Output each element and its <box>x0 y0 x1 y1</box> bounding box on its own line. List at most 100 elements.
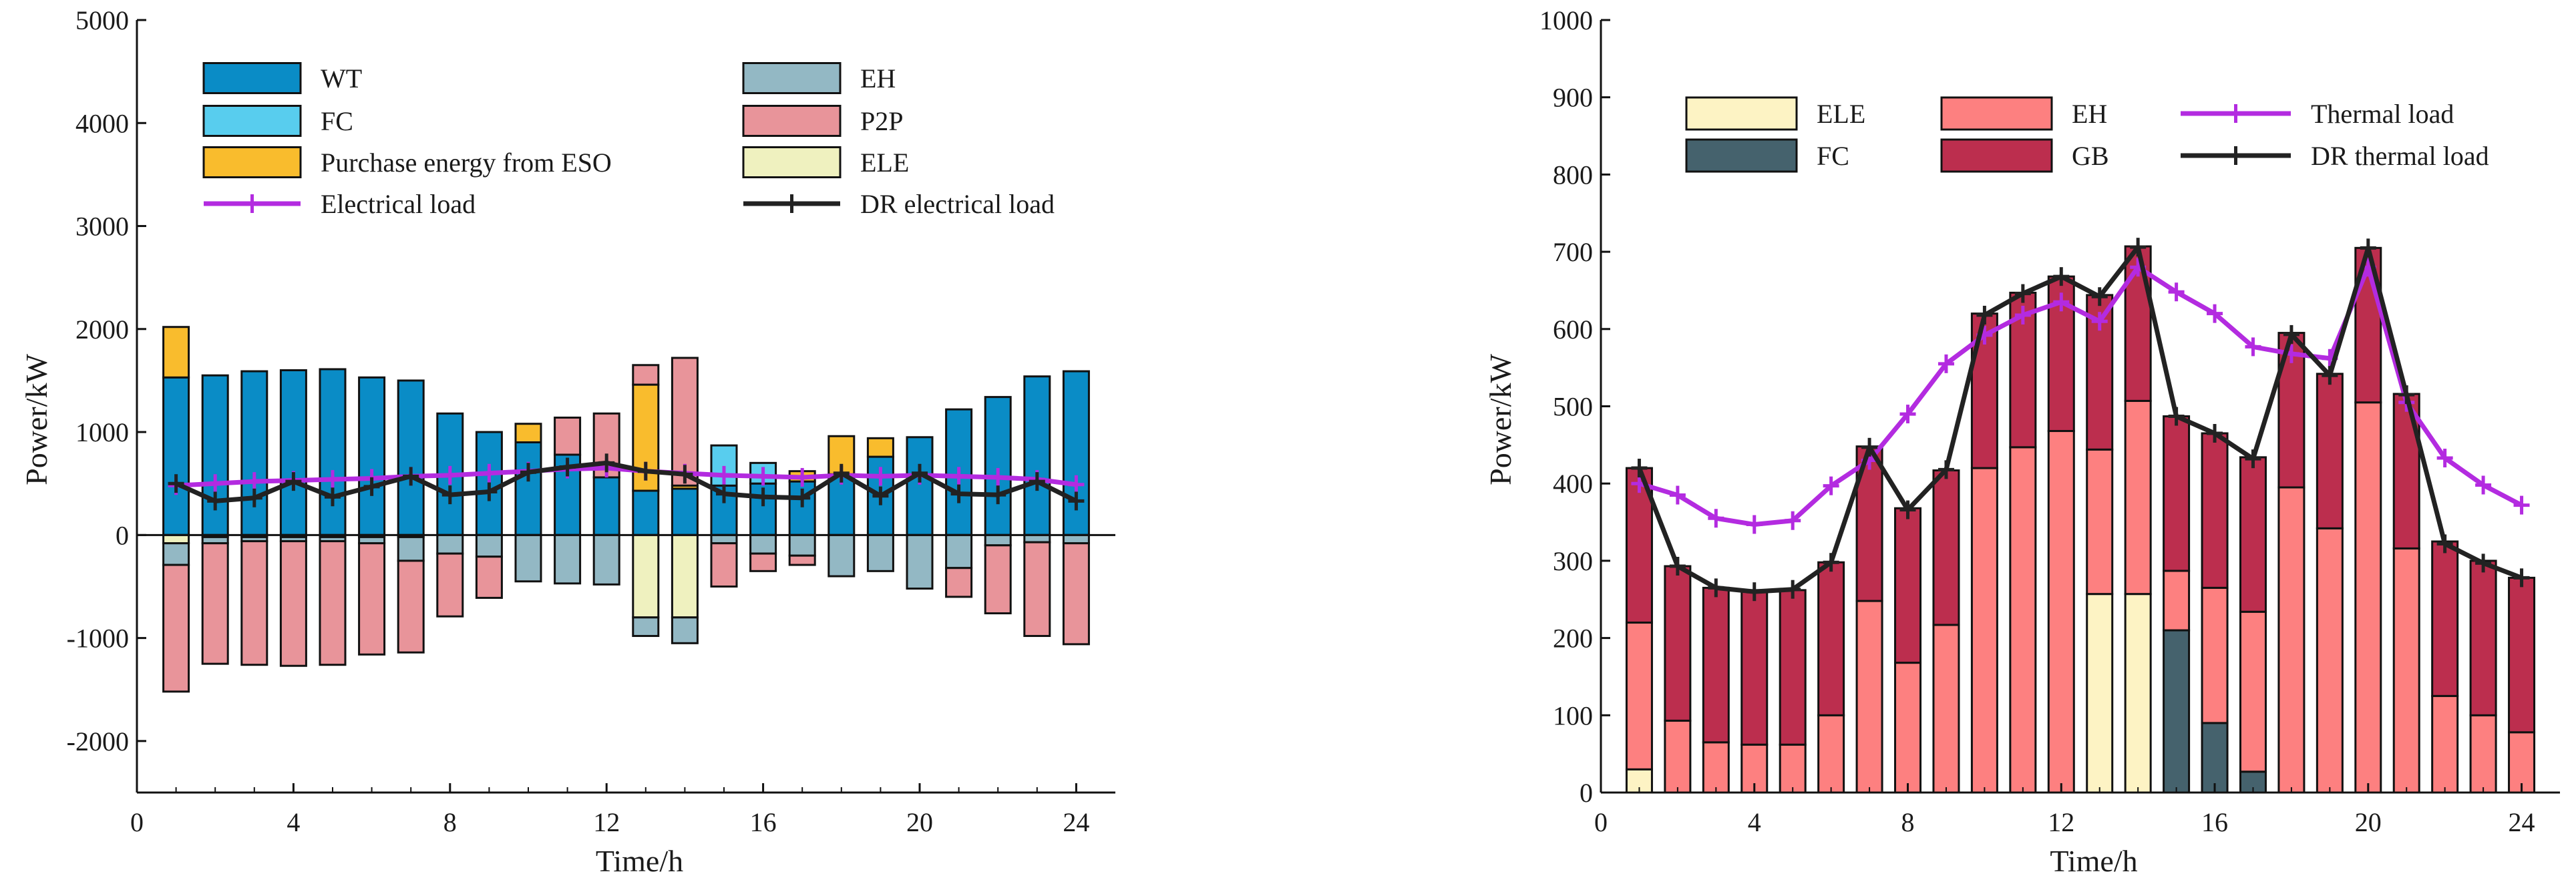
bar-wt-t2 <box>201 374 229 536</box>
bar-gb-t15 <box>2163 415 2191 572</box>
bar-wt-t3 <box>240 370 268 536</box>
bar-gb-t9 <box>1932 469 1960 626</box>
bar-ele-t1 <box>162 533 190 545</box>
x-tick-label: 16 <box>750 807 777 837</box>
legend-swatch-ele <box>742 146 842 178</box>
bar-p2p-t8 <box>436 552 464 618</box>
legend-label-ele: ELE <box>860 148 909 178</box>
bar-p2p-t5 <box>319 540 347 666</box>
bar-eh-t11 <box>2009 446 2037 794</box>
x-tick-label: 12 <box>2048 807 2074 837</box>
bar-purchase-energy-from-eso-t10 <box>514 423 542 443</box>
bar-gb-t23 <box>2469 560 2497 716</box>
bar-wt-t6 <box>358 376 386 536</box>
bar-p2p-t21 <box>945 567 973 598</box>
legend-label-ele: ELE <box>1817 99 1865 129</box>
y-tick-label: 1000 <box>1539 5 1593 35</box>
y-axis-label: Power/kW <box>1483 354 1517 485</box>
bar-eh-t3 <box>1702 741 1730 794</box>
bar-gb-t2 <box>1664 565 1692 722</box>
bar-eh-t17 <box>788 533 816 557</box>
bar-ele-t14 <box>671 533 699 619</box>
bar-gb-t8 <box>1894 507 1922 664</box>
bar-eh-t17 <box>2239 610 2267 773</box>
legend-label-electrical-load: Electrical load <box>321 189 476 219</box>
y-tick-label: 5000 <box>75 5 129 35</box>
y-tick-label: 200 <box>1553 624 1593 654</box>
legend-label-dr-electrical-load: DR electrical load <box>860 189 1055 219</box>
bar-eh-t7 <box>397 535 425 562</box>
bar-purchase-energy-from-eso-t1 <box>162 326 190 379</box>
bar-ele-t13 <box>2086 593 2114 794</box>
bar-eh-t1 <box>162 542 190 566</box>
y-tick-label: 0 <box>116 520 129 550</box>
x-tick-label: 20 <box>2355 807 2382 837</box>
bar-gb-t5 <box>1779 589 1807 746</box>
bar-wt-t14 <box>671 487 699 536</box>
y-tick-label: 600 <box>1553 314 1593 345</box>
bar-gb-t19 <box>2316 373 2344 529</box>
bar-eh-t23 <box>2469 714 2497 794</box>
y-tick-label: 800 <box>1553 160 1593 190</box>
x-tick-label: 8 <box>1901 807 1915 837</box>
legend-label-dr-thermal-load: DR thermal load <box>2311 141 2489 171</box>
bar-p2p-t17 <box>788 554 816 566</box>
bar-wt-t1 <box>162 376 190 536</box>
bar-eh-t5 <box>1779 743 1807 794</box>
x-tick-label: 24 <box>1063 807 1089 837</box>
legend-label-gb: GB <box>2072 141 2109 171</box>
bar-gb-t22 <box>2431 540 2459 697</box>
bar-wt-t22 <box>984 396 1012 536</box>
bar-wt-t12 <box>592 476 620 536</box>
bar-gb-t16 <box>2201 432 2229 589</box>
x-tick-label: 4 <box>287 807 300 837</box>
bar-p2p-t15 <box>710 542 738 588</box>
bar-gb-t4 <box>1740 589 1769 746</box>
bar-wt-t5 <box>319 368 347 536</box>
bar-eh-t10 <box>514 533 542 583</box>
thermal-power-chart: 0 100 200 300 400 500 600 700 800 900 1000 0 4 8 12 16 2… <box>1483 5 2560 878</box>
bar-ele-t13 <box>632 533 660 619</box>
y-tick-label: -2000 <box>67 726 129 756</box>
legend-label-thermal-load: Thermal load <box>2311 99 2454 129</box>
bar-eh-t1 <box>1625 621 1653 770</box>
line-dr-thermal-load <box>1637 244 2523 594</box>
bar-wt-t20 <box>906 436 934 536</box>
bar-eh-t13 <box>632 616 660 638</box>
bar-eh-t12 <box>592 533 620 586</box>
bar-p2p-t1 <box>162 564 190 693</box>
bar-eh-t10 <box>1970 467 1998 794</box>
y-axis-label: Power/kW <box>19 354 53 485</box>
line-dr-electrical-load <box>175 460 1077 503</box>
legend-swatch-purchase-energy-from-eso <box>202 146 302 178</box>
x-axis-label: Time/h <box>596 844 683 878</box>
bar-eh-t16 <box>749 533 777 555</box>
bar-eh-t8 <box>436 533 464 555</box>
bar-eh-t21 <box>945 533 973 570</box>
bar-eh-t6 <box>1817 714 1845 794</box>
legend-swatch-wt <box>202 62 302 94</box>
bar-p2p-t11 <box>554 416 582 456</box>
bar-p2p-t2 <box>201 542 229 665</box>
bar-eh-t15 <box>2163 570 2191 632</box>
bar-eh-t14 <box>671 616 699 644</box>
y-tick-label: 3000 <box>75 212 129 242</box>
bar-p2p-t16 <box>749 552 777 572</box>
bar-p2p-t7 <box>397 560 425 654</box>
bar-eh-t12 <box>2047 430 2075 794</box>
y-tick-label: 4000 <box>75 108 129 138</box>
legend-swatch-eh <box>1940 96 2053 131</box>
bar-eh-t21 <box>2392 547 2420 794</box>
y-tick-label: 500 <box>1553 392 1593 422</box>
bar-eh-t8 <box>1894 662 1922 794</box>
bar-eh-t9 <box>1932 624 1960 794</box>
bar-eh-t14 <box>2124 399 2152 596</box>
legend-swatch-fc <box>202 105 302 137</box>
bar-eh-t20 <box>906 533 934 590</box>
bar-eh-t18 <box>2277 486 2306 794</box>
x-tick-label: 4 <box>1748 807 1761 837</box>
bar-p2p-t9 <box>475 556 503 599</box>
bar-eh-t7 <box>1855 600 1883 794</box>
bar-eh-t20 <box>2354 401 2382 794</box>
